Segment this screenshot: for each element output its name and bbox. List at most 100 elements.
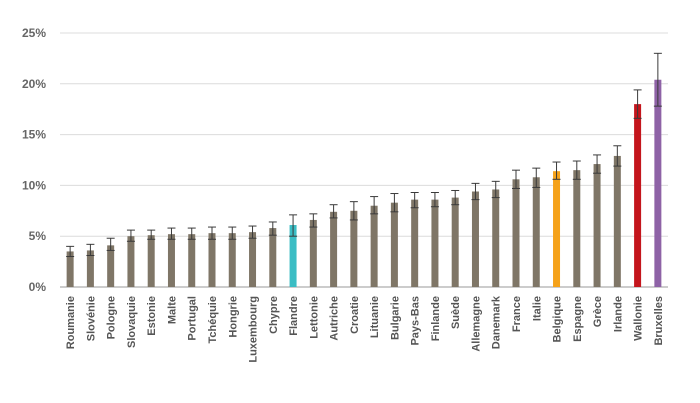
error-bar — [390, 193, 399, 213]
x-tick-label: Autriche — [329, 296, 341, 341]
error-bar — [228, 226, 237, 240]
x-tick-label: Pologne — [106, 296, 118, 339]
bar — [532, 177, 540, 287]
y-tick-label: 0% — [29, 280, 47, 294]
bar — [451, 197, 459, 287]
error-bar — [552, 161, 561, 180]
x-tick-label: Roumanie — [65, 296, 77, 349]
bar — [370, 205, 378, 287]
bar — [512, 179, 520, 287]
error-bar — [532, 167, 541, 188]
error-bar — [66, 245, 75, 258]
x-tick-label: Hongrie — [227, 296, 239, 338]
bar — [249, 232, 257, 287]
bar — [309, 219, 317, 287]
bar — [86, 250, 94, 287]
x-tick-label: Suède — [450, 296, 462, 329]
error-bar — [633, 89, 642, 119]
x-tick-label: Slovénie — [85, 296, 97, 341]
error-bar — [370, 196, 379, 215]
x-tick-label: Croatie — [349, 296, 361, 334]
x-tick-label: Malte — [166, 296, 178, 324]
error-bar — [410, 192, 419, 209]
y-tick-label: 5% — [29, 229, 47, 243]
bar — [330, 211, 338, 287]
bar — [613, 155, 621, 287]
error-bar — [106, 237, 115, 251]
bar — [208, 233, 216, 287]
bar — [654, 79, 662, 288]
x-tick-label: Allemagne — [470, 296, 482, 352]
x-tick-label: Lettonie — [308, 296, 320, 339]
bar — [593, 164, 601, 287]
error-bar — [572, 160, 581, 180]
error-bar — [147, 229, 156, 240]
x-axis-labels: Roumanie Slovénie Pologne Slovaquie Estonie M… — [65, 295, 665, 362]
x-tick-label: Flandre — [288, 296, 300, 336]
bar — [167, 234, 175, 287]
bar — [471, 191, 479, 287]
y-axis-ticks: 0% 5% 10% 15% 20% 25% — [22, 26, 46, 294]
bar — [127, 236, 135, 287]
x-tick-label: Grèce — [592, 296, 604, 327]
error-bar — [289, 214, 298, 237]
bar — [228, 233, 236, 287]
x-tick-label: Tchéquie — [207, 296, 219, 343]
error-bar — [491, 180, 500, 199]
x-tick-label: Lituanie — [369, 296, 381, 338]
error-bar — [613, 145, 622, 167]
error-bar — [126, 229, 135, 242]
bar — [289, 225, 297, 287]
x-tick-label: Wallonie — [633, 296, 645, 341]
bars — [66, 79, 662, 288]
x-tick-label: Finlande — [430, 296, 442, 341]
x-tick-label: Slovaquie — [126, 296, 138, 348]
error-bar — [471, 182, 480, 201]
error-bars — [66, 52, 662, 258]
bar — [634, 104, 642, 288]
error-bar — [167, 227, 176, 240]
x-tick-label: Irlande — [612, 296, 624, 332]
bar — [188, 234, 196, 287]
x-tick-label: Portugal — [187, 296, 199, 341]
y-tick-label: 10% — [22, 178, 46, 192]
x-tick-label: Chypre — [268, 296, 280, 334]
bar — [553, 171, 561, 287]
bar — [431, 199, 439, 287]
y-tick-label: 15% — [22, 128, 46, 142]
gridlines — [60, 32, 668, 288]
bar — [492, 189, 500, 287]
bar — [147, 235, 155, 287]
x-tick-label: Belgique — [552, 296, 564, 342]
error-bar — [187, 227, 196, 240]
x-tick-label: Estonie — [146, 296, 158, 336]
x-tick-label: Luxembourg — [248, 296, 260, 363]
error-bar — [430, 192, 439, 208]
error-bar — [86, 243, 95, 257]
x-tick-label: Bulgarie — [389, 296, 401, 340]
x-tick-label: Danemark — [491, 295, 503, 349]
error-bar — [248, 225, 257, 239]
error-bar — [329, 204, 338, 219]
x-tick-label: France — [511, 296, 523, 332]
error-bar — [653, 52, 662, 107]
y-tick-label: 20% — [22, 77, 46, 91]
x-tick-label: Bruxelles — [653, 296, 665, 346]
x-tick-label: Pays-Bas — [410, 296, 422, 346]
x-tick-label: Espagne — [572, 296, 584, 342]
bar — [269, 228, 277, 287]
y-tick-label: 25% — [22, 26, 46, 40]
error-bar — [512, 169, 520, 189]
error-bar — [593, 154, 602, 174]
error-bar — [309, 213, 318, 228]
bar — [66, 251, 74, 287]
bar — [411, 199, 419, 287]
bar — [350, 210, 358, 287]
error-bar — [208, 226, 216, 240]
x-tick-label: Italie — [531, 296, 543, 321]
bar — [390, 202, 398, 287]
bar — [107, 245, 115, 287]
bar — [573, 170, 581, 287]
error-bar — [451, 189, 460, 206]
